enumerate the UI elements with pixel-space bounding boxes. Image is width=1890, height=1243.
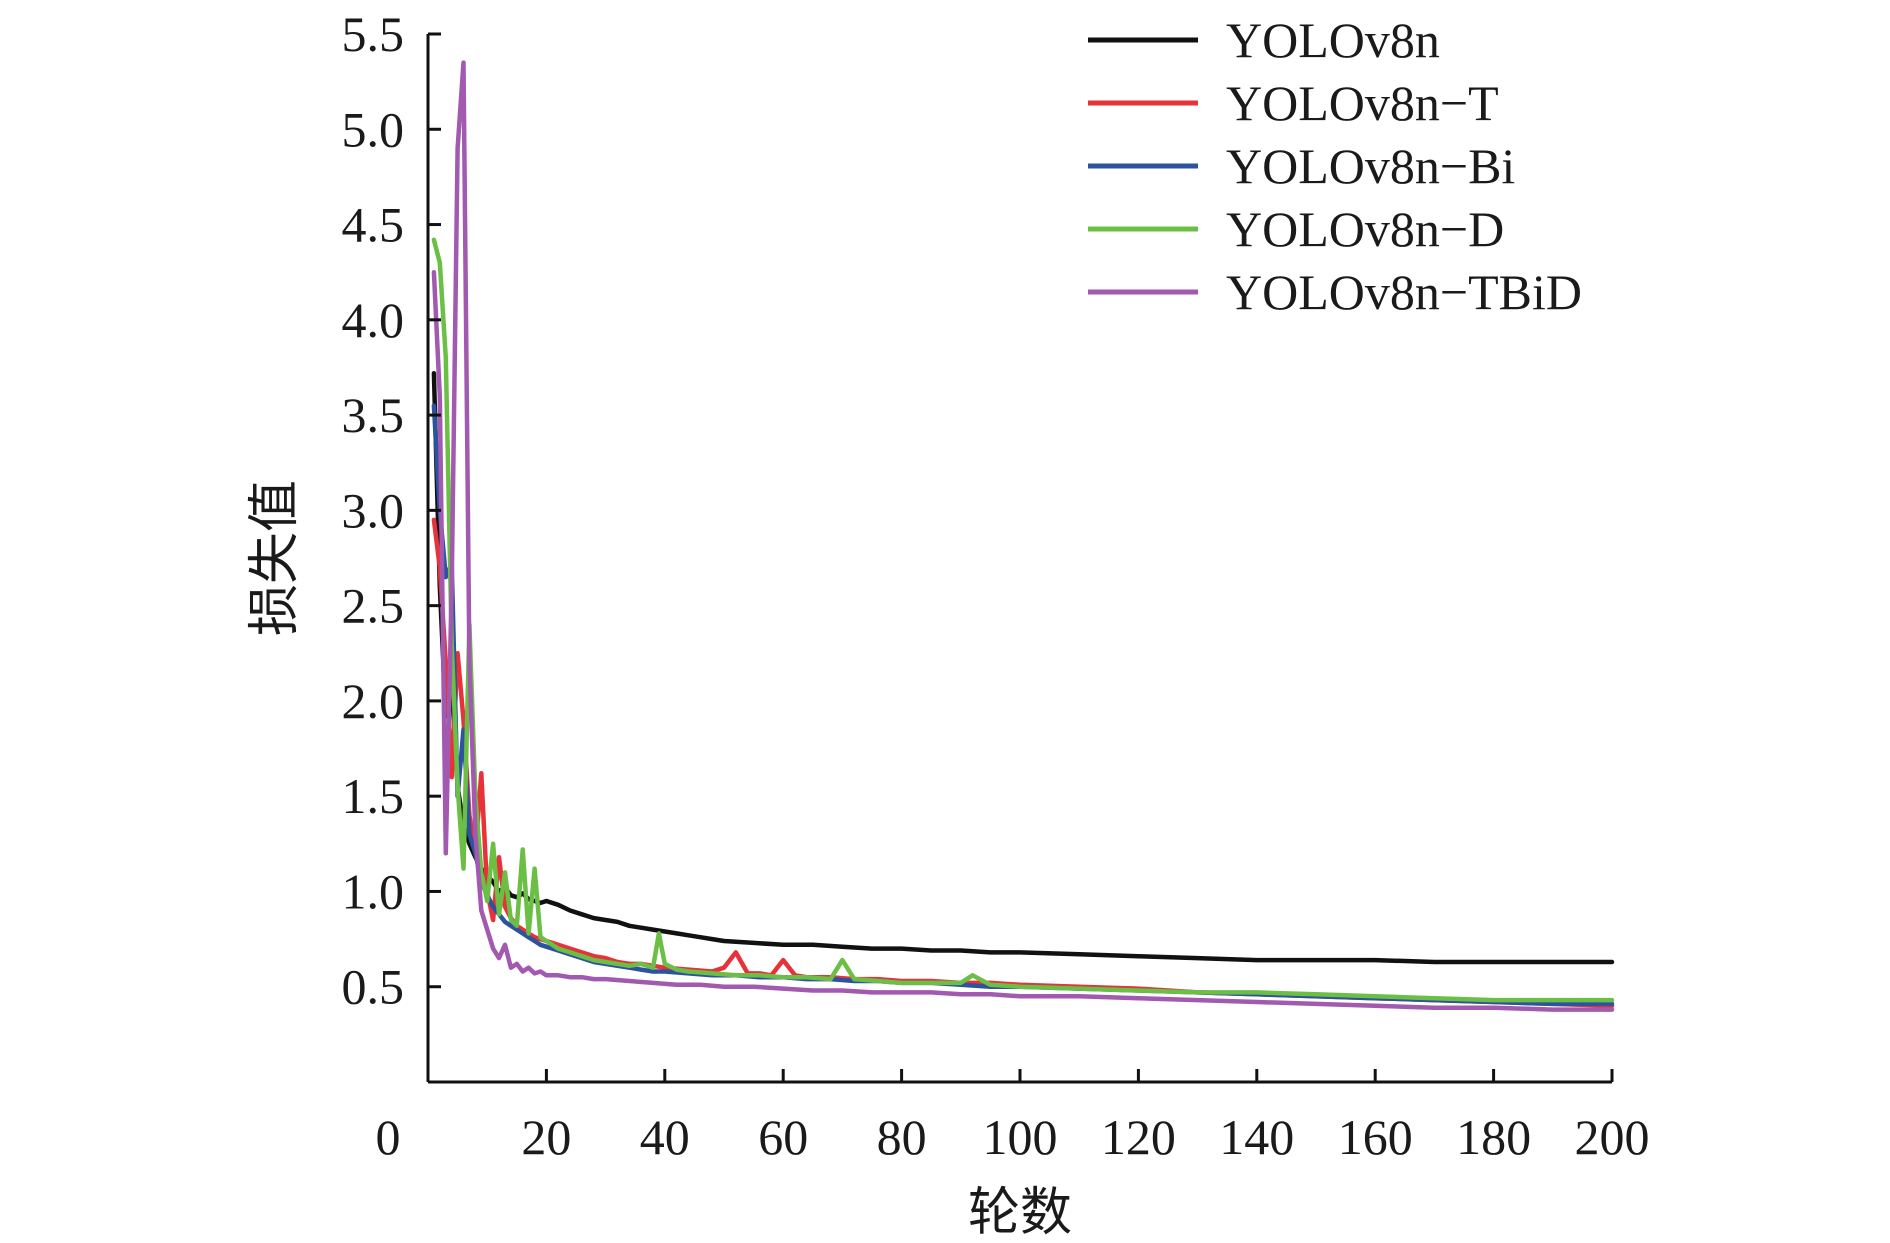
series-line-1 xyxy=(431,517,1615,1009)
series-line-0 xyxy=(431,370,1615,965)
x-tick-label: 180 xyxy=(1456,1109,1531,1165)
y-tick-label: 2.5 xyxy=(342,578,405,634)
legend: YOLOv8n YOLOv8n−T YOLOv8n−Bi YOLOv8n−D YOLOv… xyxy=(1088,12,1582,320)
legend-label: YOLOv8n−D xyxy=(1226,201,1504,257)
y-axis-title: 损失值 xyxy=(247,480,304,636)
x-tick-label: 140 xyxy=(1219,1109,1294,1165)
series-line-4 xyxy=(431,60,1615,1012)
x-tick-label: 80 xyxy=(877,1109,927,1165)
y-tick-label: 5.5 xyxy=(342,6,405,62)
legend-label: YOLOv8n−TBiD xyxy=(1226,264,1582,320)
y-tick-label: 0.5 xyxy=(342,959,405,1015)
x-tick-label: 20 xyxy=(521,1109,571,1165)
y-tick-label: 3.5 xyxy=(342,387,405,443)
legend-label: YOLOv8n−Bi xyxy=(1226,138,1515,194)
x-tick-label: 160 xyxy=(1338,1109,1413,1165)
x-axis-title: 轮数 xyxy=(968,1185,1072,1242)
x-tick-label: 120 xyxy=(1101,1109,1176,1165)
y-tick-label: 3.0 xyxy=(342,482,405,538)
y-tick-label: 1.5 xyxy=(342,768,405,824)
y-axis-zero-label: 0 xyxy=(376,1109,401,1165)
series-line-3 xyxy=(431,237,1615,1003)
legend-label: YOLOv8n−T xyxy=(1226,75,1499,131)
x-tick-label: 200 xyxy=(1575,1109,1650,1165)
x-tick-label: 100 xyxy=(983,1109,1058,1165)
y-tick-label: 1.0 xyxy=(342,863,405,919)
y-tick-label: 4.0 xyxy=(342,292,405,348)
y-tick-label: 2.0 xyxy=(342,673,405,729)
y-tick-label: 4.5 xyxy=(342,197,405,253)
x-tick-label: 40 xyxy=(640,1109,690,1165)
series-layer xyxy=(431,60,1615,1012)
legend-label: YOLOv8n xyxy=(1226,12,1440,68)
x-tick-label: 60 xyxy=(758,1109,808,1165)
series-line-2 xyxy=(431,403,1615,1007)
tick-layer: 0.5 1.0 1.5 2.0 2.5 3.0 3.5 4.0 4.5 5.0 5.5 20 40 60 8… xyxy=(342,6,1650,1165)
y-tick-label: 5.0 xyxy=(342,101,405,157)
